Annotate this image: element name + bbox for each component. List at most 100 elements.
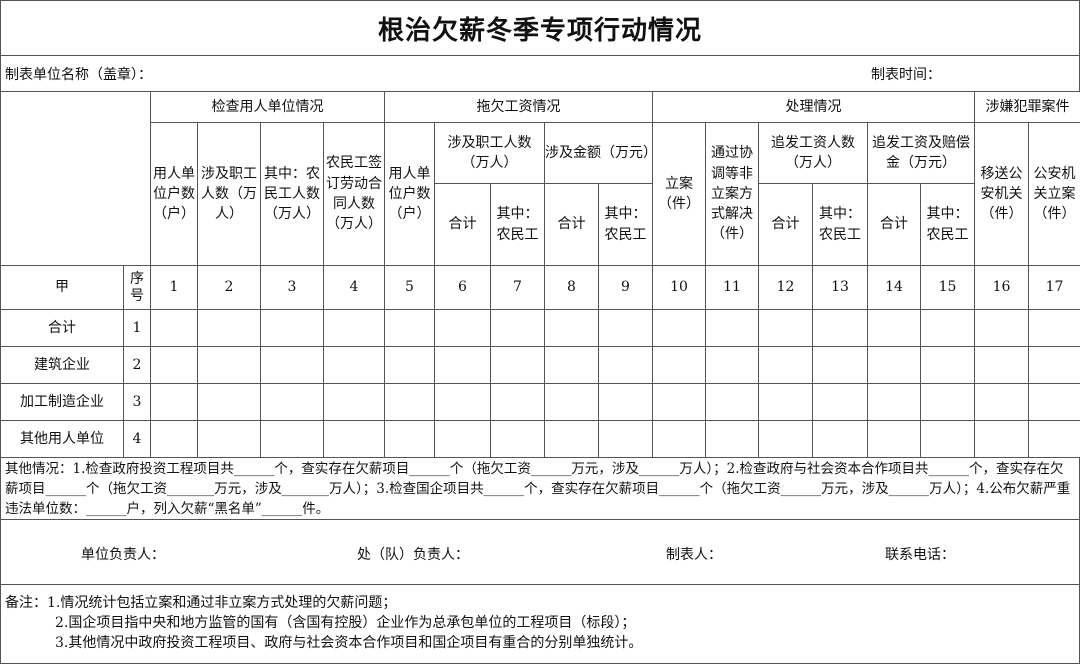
table-row: 其他用人单位 4 [0,420,1080,458]
data-cell[interactable] [323,309,385,347]
column-number: 11 [705,265,759,310]
data-cell[interactable] [1028,420,1080,458]
data-cell[interactable] [758,346,813,384]
row-label: 加工制造企业 [0,383,124,421]
column-header: 用人单位户数（户） [150,122,198,266]
data-cell[interactable] [384,383,435,421]
column-number: 1 [150,265,198,310]
data-cell[interactable] [544,420,599,458]
data-cell[interactable] [544,346,599,384]
data-cell[interactable] [652,346,706,384]
column-header: 其中：农民工人数（万人） [260,122,324,266]
data-cell[interactable] [758,309,813,347]
data-cell[interactable] [434,346,491,384]
data-cell[interactable] [260,346,324,384]
seq-label: 序号 [123,265,151,310]
group-header: 检查用人单位情况 [150,91,385,123]
data-cell[interactable] [812,309,868,347]
data-cell[interactable] [434,420,491,458]
data-cell[interactable] [384,346,435,384]
data-cell[interactable] [867,420,921,458]
data-cell[interactable] [490,383,545,421]
division-head-label: 处（队）负责人： [357,547,469,563]
data-cell[interactable] [197,346,261,384]
data-cell[interactable] [920,383,975,421]
data-cell[interactable] [1028,346,1080,384]
data-cell[interactable] [705,309,759,347]
data-cell[interactable] [384,309,435,347]
data-cell[interactable] [150,383,198,421]
data-cell[interactable] [490,420,545,458]
data-cell[interactable] [598,383,653,421]
column-number: 10 [652,265,706,310]
data-cell[interactable] [652,383,706,421]
data-cell[interactable] [544,383,599,421]
group-header: 处理情况 [652,91,975,123]
signature-row: 单位负责人： 处（队）负责人： 制表人： 联系电话： [0,520,1080,585]
data-cell[interactable] [434,309,491,347]
column-number: 15 [920,265,975,310]
column-number: 3 [260,265,324,310]
column-number: 16 [974,265,1029,310]
data-cell[interactable] [812,420,868,458]
row-label: 建筑企业 [0,346,124,384]
data-cell[interactable] [150,309,198,347]
data-cell[interactable] [974,420,1029,458]
data-cell[interactable] [490,346,545,384]
data-cell[interactable] [260,309,324,347]
data-cell[interactable] [598,420,653,458]
data-cell[interactable] [867,383,921,421]
data-cell[interactable] [812,346,868,384]
data-cell[interactable] [705,420,759,458]
sub-header-migrant: 其中：农民工 [920,183,975,266]
data-cell[interactable] [384,420,435,458]
data-cell[interactable] [920,346,975,384]
row-label: 合计 [0,309,124,347]
data-cell[interactable] [490,309,545,347]
data-cell[interactable] [260,383,324,421]
data-cell[interactable] [867,309,921,347]
data-cell[interactable] [812,383,868,421]
data-cell[interactable] [150,346,198,384]
data-cell[interactable] [323,420,385,458]
data-cell[interactable] [705,346,759,384]
data-cell[interactable] [1028,309,1080,347]
table-row: 合计 1 [0,309,1080,347]
data-cell[interactable] [323,346,385,384]
data-cell[interactable] [705,383,759,421]
data-cell[interactable] [150,420,198,458]
data-cell[interactable] [758,383,813,421]
statistics-table: 检查用人单位情况 拖欠工资情况 处理情况 涉嫌犯罪案件 用人单位户数（户） 涉及… [0,91,1080,458]
data-cell[interactable] [920,420,975,458]
sub-header-total: 合计 [544,183,599,266]
row-label: 其他用人单位 [0,420,124,458]
data-cell[interactable] [323,383,385,421]
data-cell[interactable] [758,420,813,458]
data-cell[interactable] [544,309,599,347]
data-cell[interactable] [260,420,324,458]
data-cell[interactable] [197,309,261,347]
data-cell[interactable] [974,383,1029,421]
data-cell[interactable] [598,309,653,347]
sub-header-migrant: 其中：农民工 [490,183,545,266]
column-number: 2 [197,265,261,310]
data-cell[interactable] [652,420,706,458]
data-cell[interactable] [920,309,975,347]
note-item: 备注：1.情况统计包括立案和通过非立案方式处理的欠薪问题； [5,595,397,611]
column-number: 5 [384,265,435,310]
data-cell[interactable] [974,346,1029,384]
data-cell[interactable] [197,420,261,458]
data-cell[interactable] [598,346,653,384]
notes: 备注：1.情况统计包括立案和通过非立案方式处理的欠薪问题； 2.国企项目指中央和… [0,585,1080,664]
column-number: 8 [544,265,599,310]
column-header: 涉及金额（万元） [544,122,653,184]
data-cell[interactable] [434,383,491,421]
data-cell[interactable] [652,309,706,347]
column-header: 用人单位户数（户） [384,122,435,266]
table-row: 加工制造企业 3 [0,383,1080,421]
data-cell[interactable] [1028,383,1080,421]
data-cell[interactable] [974,309,1029,347]
data-cell[interactable] [197,383,261,421]
data-cell[interactable] [867,346,921,384]
sub-header-total: 合计 [758,183,813,266]
